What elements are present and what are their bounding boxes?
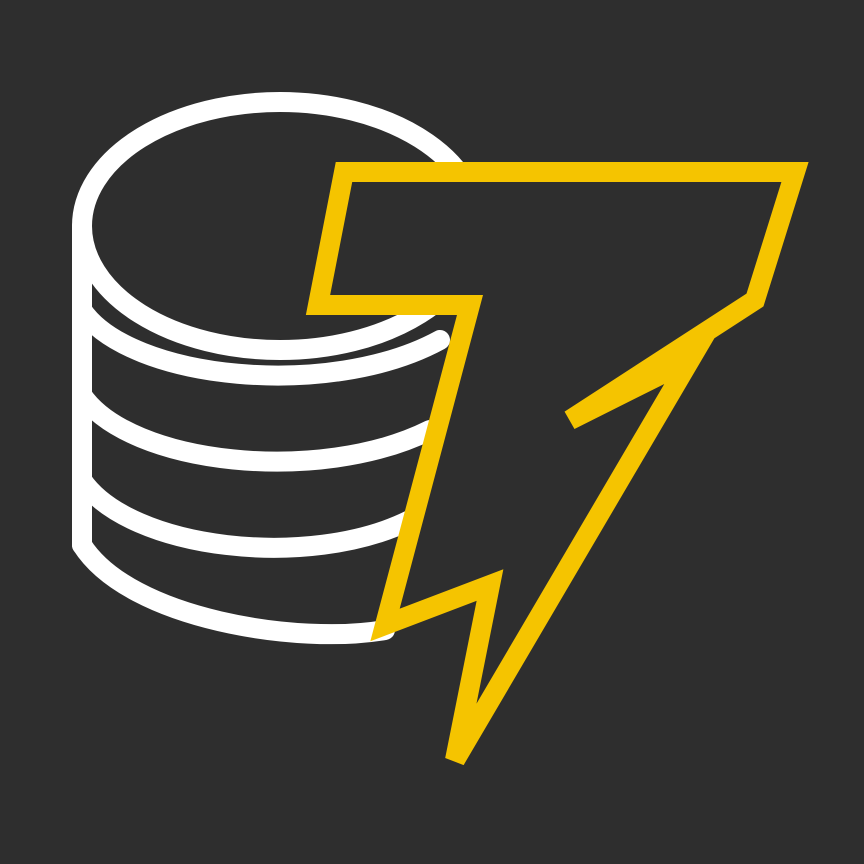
database-disk-line-2 bbox=[72, 385, 440, 472]
database-bottom-disk bbox=[72, 535, 395, 645]
lightning-t-icon bbox=[305, 162, 809, 766]
database-disk-line-1 bbox=[72, 300, 450, 386]
database-disk-line-3 bbox=[72, 470, 420, 558]
database-icon bbox=[72, 92, 488, 645]
